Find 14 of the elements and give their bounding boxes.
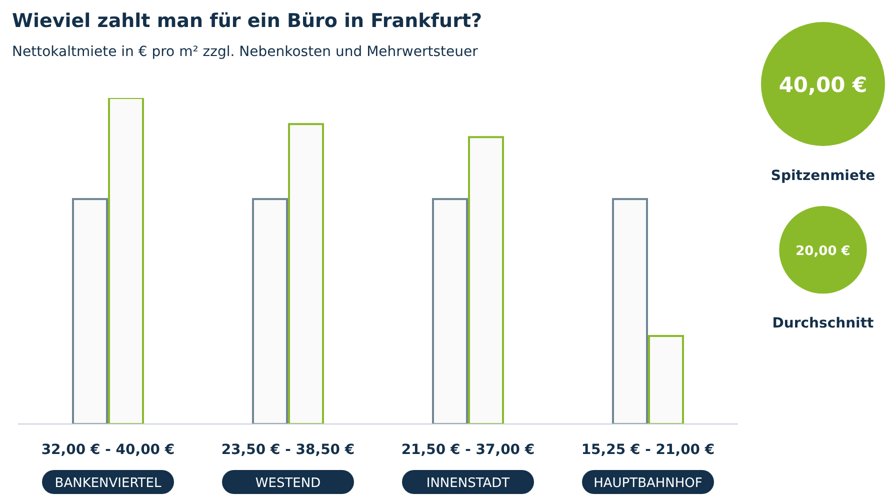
- text: 23,50 € - 38,50 €: [221, 442, 355, 458]
- text: 21,50 € - 37,00 €: [401, 442, 535, 458]
- category-label: Spitzenmiete: [770, 168, 876, 184]
- x-tick-label: HAUPTBAHNHOF: [594, 476, 702, 491]
- x-tick-label: INNENSTADT: [426, 476, 510, 491]
- x-tick-label: WESTEND: [255, 476, 321, 491]
- category-label: Durchschnitt: [772, 316, 874, 332]
- data-label: 40,00 €: [778, 73, 868, 97]
- chart-title: Wieviel zahlt man für ein Büro in Frankfurt?: [12, 10, 482, 32]
- data-label: 20,00 €: [796, 244, 850, 259]
- chart-subtitle: Nettokaltmiete in € pro m² zzgl. Nebenkosten und Mehrwertsteuer: [12, 44, 478, 60]
- text: 32,00 € - 40,00 €: [41, 442, 175, 458]
- text: 15,25 € - 21,00 €: [581, 442, 715, 458]
- x-tick-label: BANKENVIERTEL: [54, 476, 162, 491]
